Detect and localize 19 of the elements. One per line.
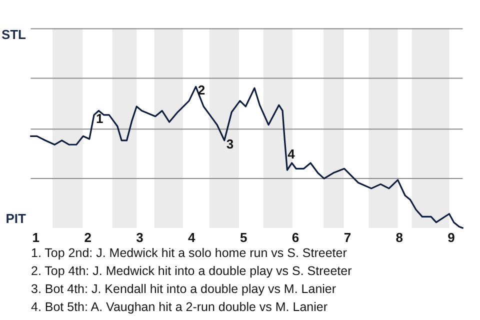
annotation: 4 bbox=[288, 146, 296, 162]
text: STL bbox=[1, 27, 26, 42]
text: PIT bbox=[6, 211, 26, 226]
x-tick-label: 3 bbox=[136, 230, 144, 245]
x-tick-label: 4 bbox=[188, 230, 196, 245]
x-tick-label: 5 bbox=[240, 230, 248, 245]
annotation: 2 bbox=[198, 82, 206, 98]
x-tick-label: 8 bbox=[396, 230, 403, 245]
x-tick-label: 1 bbox=[32, 230, 40, 245]
text: 3. Bot 4th: J. Kendall hit into a double play vs M. Lanier bbox=[31, 282, 336, 296]
x-tick-label: 7 bbox=[344, 230, 352, 245]
annotation: 3 bbox=[226, 136, 234, 152]
x-tick-label: 9 bbox=[448, 230, 455, 245]
annotation: 1 bbox=[96, 110, 104, 126]
x-tick-label: 2 bbox=[84, 230, 92, 245]
text: 4. Bot 5th: A. Vaughan hit a 2-run double vs M. Lanier bbox=[31, 300, 328, 314]
text: 2. Top 4th: J. Medwick hit into a double play vs S. Streeter bbox=[31, 264, 352, 278]
text: 1. Top 2nd: J. Medwick hit a solo home run vs S. Streeter bbox=[31, 246, 347, 260]
x-tick-label: 6 bbox=[292, 230, 300, 245]
